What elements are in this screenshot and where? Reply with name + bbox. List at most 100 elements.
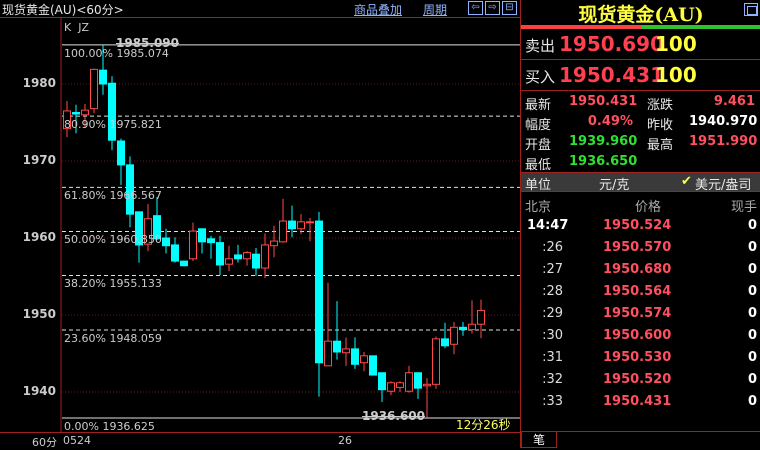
candle-body xyxy=(468,323,476,331)
chart-title: 现货黄金(AU)<60分> xyxy=(2,3,124,17)
candle-body xyxy=(261,244,269,269)
tick-volume: 0 xyxy=(747,372,757,387)
tab-trades[interactable]: 笔 xyxy=(521,431,557,448)
candle xyxy=(333,301,341,360)
candle-body xyxy=(450,326,458,345)
candle xyxy=(351,337,359,369)
quote-title: 现货黄金(AU) xyxy=(578,4,704,26)
candlestick-chart[interactable] xyxy=(0,0,520,448)
fib-label: 100.00% 1985.074 xyxy=(64,46,169,60)
tick-volume: 0 xyxy=(747,350,757,365)
candle xyxy=(468,300,476,334)
candle-body xyxy=(99,69,107,85)
candle-body xyxy=(171,244,179,262)
check-icon: ✔ xyxy=(681,174,692,189)
candle xyxy=(63,100,71,138)
prev-close-label: 昨收 xyxy=(647,118,674,133)
tick-time: :30 xyxy=(542,328,563,343)
tick-price: 1950.530 xyxy=(603,350,672,365)
candle xyxy=(234,244,242,263)
tick-row: :27 1950.680 0 xyxy=(521,262,760,282)
candle xyxy=(144,204,152,252)
candle xyxy=(99,44,107,95)
tick-volume: 0 xyxy=(747,262,757,277)
candle xyxy=(72,104,80,134)
low-value: 1936.650 xyxy=(569,154,638,169)
candle-body xyxy=(207,238,215,244)
unit-selector: 单位 元/克 ✔ 美元/盎司 xyxy=(521,172,760,193)
candle xyxy=(162,228,170,254)
indicator-label: K JZ xyxy=(64,21,89,34)
tick-volume: 0 xyxy=(747,218,757,233)
time-header: 北京 xyxy=(525,200,552,215)
candle-body xyxy=(234,254,242,260)
arrow-right-icon[interactable]: ⇨ xyxy=(485,1,500,15)
candle-body xyxy=(117,140,125,166)
volume-header: 现手 xyxy=(730,200,757,215)
buy-price: 1950.431 xyxy=(559,63,665,87)
tick-price: 1950.570 xyxy=(603,240,672,255)
candle xyxy=(441,322,449,349)
candle xyxy=(306,217,314,242)
tick-row: :30 1950.600 0 xyxy=(521,328,760,348)
y-tick-label: 1950 xyxy=(22,307,56,321)
candle xyxy=(135,211,143,263)
candle-body xyxy=(216,242,224,266)
low-marker: 1936.600 xyxy=(362,409,426,423)
candle xyxy=(180,260,188,267)
candle xyxy=(207,235,215,259)
candle-body xyxy=(252,253,260,269)
candle-body xyxy=(378,372,386,391)
candle-body xyxy=(225,258,233,265)
period-button[interactable]: 周期 xyxy=(423,3,448,17)
tick-time: :26 xyxy=(542,240,563,255)
prev-close-value: 1940.970 xyxy=(689,114,758,129)
candle xyxy=(432,336,440,389)
candle xyxy=(288,205,296,238)
arrow-left-icon[interactable]: ⇦ xyxy=(468,1,483,15)
candle xyxy=(414,372,422,399)
buy-row: 买入 1950.431 100 xyxy=(521,61,760,91)
period-label: 60分 xyxy=(32,436,57,449)
unit-option-usd-ounce[interactable]: 美元/盎司 xyxy=(695,178,752,193)
tick-price: 1950.431 xyxy=(603,394,672,409)
tick-time: :31 xyxy=(542,350,563,365)
candle-body xyxy=(198,228,206,243)
candle-body xyxy=(324,340,332,367)
split-icon[interactable]: ⊟ xyxy=(502,1,517,15)
bid-ratio-bar xyxy=(521,25,641,29)
candle-body xyxy=(180,260,188,267)
buy-volume: 100 xyxy=(655,63,697,87)
candle-body xyxy=(135,211,143,246)
candle-body xyxy=(423,383,431,387)
fib-label: 50.00% 1960.850 xyxy=(64,233,162,247)
ticks-header: 北京 价格 现手 xyxy=(521,196,760,216)
candle xyxy=(279,198,287,243)
candle-body xyxy=(108,82,116,141)
candle-body xyxy=(306,221,314,224)
price-header: 价格 xyxy=(635,200,662,215)
candle xyxy=(369,355,377,376)
low-label: 最低 xyxy=(525,158,552,173)
x-label: 0524 xyxy=(63,434,91,447)
quote-panel: 现货黄金(AU) 卖出 1950.690 100 买入 1950.431 100… xyxy=(520,0,760,448)
candle xyxy=(243,251,251,266)
overlay-button[interactable]: 商品叠加 xyxy=(354,3,403,17)
tick-time: :29 xyxy=(542,306,563,321)
candle-body xyxy=(342,348,350,354)
candle xyxy=(324,282,332,367)
candle-body xyxy=(153,215,161,240)
tick-time: :28 xyxy=(542,284,563,299)
maximize-icon[interactable] xyxy=(744,3,758,16)
candle-body xyxy=(360,355,368,364)
tick-row: 14:47 1950.524 0 xyxy=(521,218,760,238)
candle-body xyxy=(351,348,359,365)
candle xyxy=(252,248,260,276)
candle-body xyxy=(414,372,422,389)
candle-body xyxy=(315,220,323,364)
candle xyxy=(90,68,98,114)
unit-option-yuan-gram[interactable]: 元/克 xyxy=(599,178,630,193)
candle xyxy=(153,197,161,241)
high-value: 1951.990 xyxy=(689,134,758,149)
candle xyxy=(342,337,350,366)
